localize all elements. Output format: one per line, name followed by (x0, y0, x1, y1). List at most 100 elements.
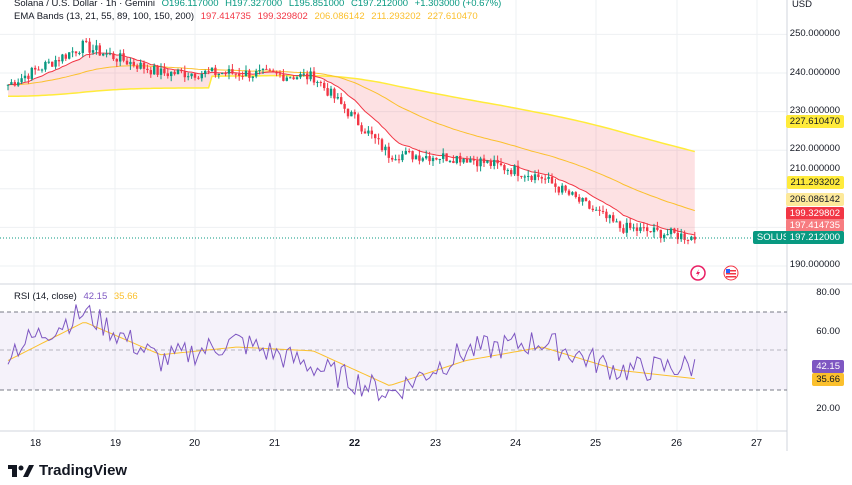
candle-body (289, 77, 292, 79)
candle-body (71, 51, 74, 53)
candle-body (612, 215, 615, 222)
candle-body (153, 65, 156, 75)
candle-body (649, 231, 652, 233)
candle-body (108, 53, 112, 55)
candle-body (377, 138, 380, 140)
candle-body (496, 159, 499, 164)
candle-body (95, 45, 98, 51)
date-label: 24 (510, 438, 522, 449)
candle-body (136, 65, 139, 69)
ema-tag-199: 199.329802 (785, 207, 844, 220)
candle-body (404, 151, 407, 155)
candle-body (122, 53, 125, 61)
candle-body (690, 236, 693, 240)
candle-body (357, 114, 360, 126)
ema-tag-197: 197.414735 (785, 219, 844, 232)
candle-body (537, 174, 540, 178)
candle-body (251, 76, 254, 78)
candle-body (652, 227, 656, 233)
candle-body (37, 69, 40, 71)
candle-body (85, 40, 88, 42)
lightning-icon[interactable] (690, 265, 706, 281)
ohlc-close: C197.212000 (350, 0, 409, 9)
us-flag-icon[interactable] (723, 265, 739, 281)
candle-body (571, 192, 574, 195)
candle-body (591, 208, 594, 210)
candle-body (581, 197, 584, 202)
candle-body (340, 97, 343, 104)
candle-body (190, 73, 193, 77)
candle-body (323, 82, 326, 89)
date-label: 19 (110, 438, 122, 449)
rsi-band-background (0, 312, 787, 390)
candle-body (183, 71, 186, 78)
price-axis-label: 230.000000 (789, 105, 840, 116)
candle-body (336, 97, 339, 99)
candle-body (530, 175, 533, 181)
candle-body (187, 76, 190, 78)
candle-body (40, 69, 44, 71)
candle-body (78, 52, 81, 54)
candle-body (421, 158, 424, 161)
rsi-v2: 35.66 (113, 291, 138, 302)
candle-body (282, 74, 285, 81)
candle-body (472, 159, 475, 161)
candle-body (23, 75, 27, 79)
price-axis-label: 240.000000 (789, 67, 840, 78)
candle-body (47, 61, 50, 63)
candle-body (20, 78, 23, 83)
candle-body (642, 227, 645, 229)
candle-body (686, 239, 690, 241)
brand-name: TradingView (39, 462, 128, 479)
ema-tag-227: 227.610470 (785, 115, 844, 128)
candle-body (445, 153, 448, 162)
candle-body (380, 139, 384, 151)
candle-body (632, 227, 635, 229)
price-axis-label-partial: 210.000000 (789, 164, 840, 173)
candle-body (588, 201, 591, 209)
candle-body (119, 53, 122, 62)
symbol-legend: Solana / U.S. Dollar · 1h · Gemini O196.… (14, 0, 505, 9)
date-label: 25 (590, 438, 602, 449)
candle-body (479, 158, 482, 167)
rsi-v1: 42.15 (83, 291, 108, 302)
rsi-axis-label: 20.00 (816, 403, 840, 414)
candle-body (618, 221, 622, 229)
candle-body (584, 197, 588, 202)
candle-body (125, 60, 129, 65)
candle-body (503, 165, 506, 171)
candle-body (132, 61, 135, 66)
candle-body (248, 70, 251, 78)
rsi-axis-label: 80.00 (816, 287, 840, 298)
ohlc-open: O196.117000 (161, 0, 219, 9)
candle-body (387, 146, 390, 158)
candle-body (554, 183, 557, 187)
candle-body (513, 165, 516, 175)
date-label: 23 (430, 438, 442, 449)
ohlc-high: H197.327000 (225, 0, 283, 9)
candle-body (88, 41, 91, 53)
ema-v4: 211.293202 (371, 11, 421, 22)
candle-body (482, 158, 486, 163)
candle-body (54, 60, 57, 67)
candle-body (693, 236, 696, 240)
candle-body (639, 227, 642, 231)
price-axis-label: 250.000000 (789, 28, 840, 39)
candle-body (360, 125, 363, 132)
candle-body (224, 73, 227, 75)
ema-v1: 197.414735 (200, 11, 251, 22)
candle-body (285, 77, 288, 81)
candle-body (68, 52, 71, 59)
candle-body (435, 157, 438, 160)
candle-body (207, 70, 210, 72)
ohlc-change: +1.303000 (+0.67%) (414, 0, 502, 9)
candle-body (462, 158, 465, 163)
candlesticks (6, 38, 696, 245)
candle-body (98, 45, 101, 56)
candle-body (601, 210, 605, 212)
candle-body (510, 170, 513, 175)
candle-body (112, 53, 115, 60)
candle-body (608, 215, 611, 219)
tradingview-logo[interactable]: TradingView (8, 462, 127, 479)
